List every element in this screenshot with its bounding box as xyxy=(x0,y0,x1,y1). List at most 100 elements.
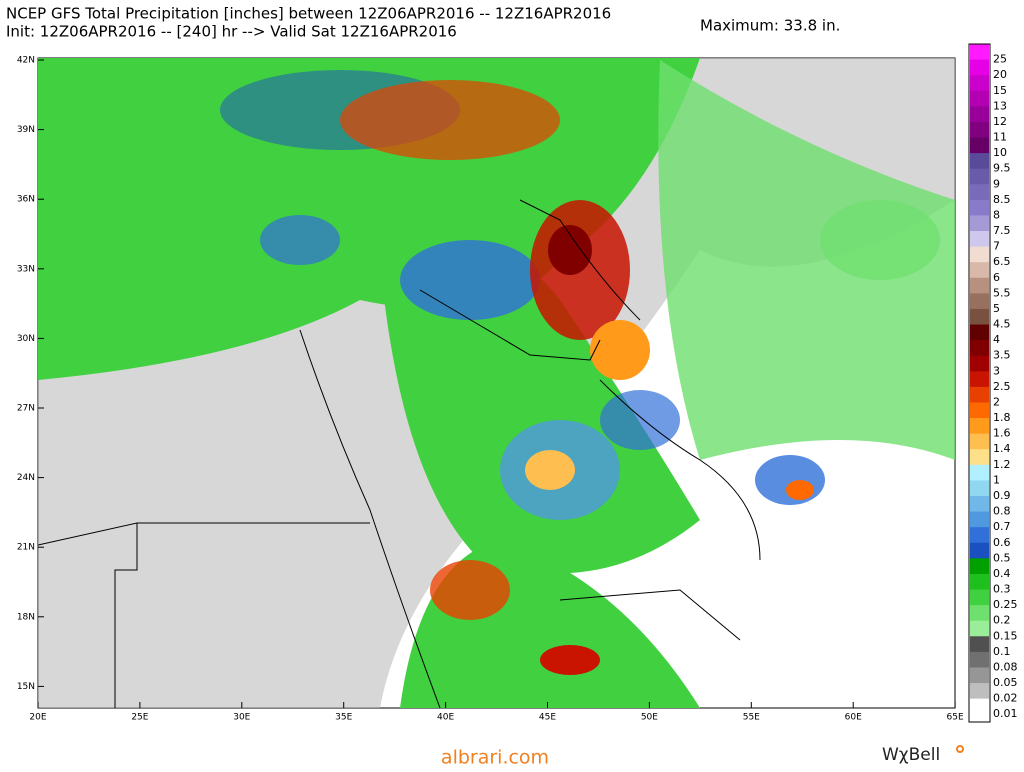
map xyxy=(37,57,956,709)
legend-label: 25 xyxy=(993,53,1007,66)
title: NCEP GFS Total Precipitation [inches] be… xyxy=(6,5,611,23)
legend-label: 15 xyxy=(993,84,1007,97)
legend-label: 8 xyxy=(993,208,1000,221)
legend-swatch xyxy=(970,683,989,700)
legend-label: 0.05 xyxy=(993,676,1018,689)
legend-swatch xyxy=(970,542,989,559)
legend-label: 9 xyxy=(993,177,1000,190)
legend-swatch xyxy=(970,184,989,201)
legend-label: 0.2 xyxy=(993,614,1011,627)
legend-swatch xyxy=(970,308,989,326)
precip-field xyxy=(38,58,955,708)
legend-swatch xyxy=(970,199,989,216)
legend-swatch xyxy=(970,59,989,76)
subtitle: Init: 12Z06APR2016 -- [240] hr --> Valid… xyxy=(6,23,457,41)
legend-swatch xyxy=(970,480,989,497)
legend-label: 3.5 xyxy=(993,349,1011,362)
legend-label: 0.1 xyxy=(993,645,1011,658)
legend-label: 4 xyxy=(993,333,1000,346)
brand: WχBell xyxy=(882,745,940,765)
legend-swatch xyxy=(970,449,989,466)
legend-label: 2 xyxy=(993,395,1000,408)
lat-label: 21N xyxy=(17,543,35,553)
legend-label: 20 xyxy=(993,68,1007,81)
lat-label: 42N xyxy=(17,56,35,66)
legend-swatch xyxy=(970,75,989,92)
legend-label: 6.5 xyxy=(993,255,1011,268)
lon-label: 65E xyxy=(947,713,964,723)
legend-swatch xyxy=(970,511,989,528)
lon-label: 30E xyxy=(233,713,250,723)
legend-label: 0.4 xyxy=(993,567,1011,580)
lon-label: 60E xyxy=(845,713,862,723)
legend-swatch xyxy=(970,418,989,435)
legend-swatch xyxy=(970,90,989,107)
legend-swatch xyxy=(970,44,989,61)
lat-label: 15N xyxy=(17,682,35,692)
legend: 252015131211109.598.587.576.565.554.543.… xyxy=(968,43,1018,723)
lat-label: 36N xyxy=(17,195,35,205)
legend-label: 7 xyxy=(993,240,1000,253)
legend-label: 0.9 xyxy=(993,489,1011,502)
legend-label: 0.6 xyxy=(993,536,1011,549)
legend-label: 8.5 xyxy=(993,193,1011,206)
legend-swatch xyxy=(970,324,989,341)
legend-label: 1.8 xyxy=(993,411,1011,424)
legend-swatch xyxy=(970,121,989,139)
legend-swatch xyxy=(970,464,989,481)
lat-label: 27N xyxy=(17,404,35,414)
lon-label: 50E xyxy=(641,713,658,723)
legend-label: 0.02 xyxy=(993,692,1018,705)
lon-label: 20E xyxy=(29,713,46,723)
legend-swatch xyxy=(970,573,989,591)
maximum: Maximum: 33.8 in. xyxy=(700,17,840,35)
legend-label: 0.08 xyxy=(993,660,1018,673)
lat-label: 33N xyxy=(17,264,35,274)
legend-swatch xyxy=(970,589,989,606)
legend-label: 9.5 xyxy=(993,162,1011,175)
legend-label: 6 xyxy=(993,271,1000,284)
lat-label: 30N xyxy=(17,334,35,344)
legend-label: 0.7 xyxy=(993,520,1011,533)
legend-swatch xyxy=(970,698,989,715)
lat-label: 24N xyxy=(17,473,35,483)
legend-swatch xyxy=(970,231,989,248)
legend-swatch xyxy=(970,215,989,232)
legend-swatch xyxy=(970,496,989,513)
legend-label: 10 xyxy=(993,146,1007,159)
legend-label: 1.4 xyxy=(993,442,1011,455)
legend-swatch xyxy=(970,667,989,684)
legend-label: 5.5 xyxy=(993,286,1011,299)
site-name: albrari.com xyxy=(441,747,549,769)
legend-swatch xyxy=(970,651,989,668)
legend-swatch xyxy=(970,558,989,575)
legend-swatch xyxy=(970,137,989,154)
legend-label: 0.8 xyxy=(993,505,1011,518)
legend-swatch xyxy=(970,246,989,263)
legend-swatch xyxy=(970,340,989,357)
legend-label: 4.5 xyxy=(993,318,1011,331)
legend-swatch xyxy=(970,293,989,310)
legend-swatch xyxy=(970,371,989,388)
legend-label: 1 xyxy=(993,473,1000,486)
legend-swatch xyxy=(970,106,989,123)
legend-label: 1.6 xyxy=(993,427,1011,440)
legend-swatch xyxy=(970,153,989,170)
legend-swatch xyxy=(970,433,989,450)
legend-swatch xyxy=(970,402,989,419)
legend-label: 11 xyxy=(993,131,1007,144)
brand-dot xyxy=(956,745,964,753)
legend-label: 12 xyxy=(993,115,1007,128)
legend-swatch xyxy=(970,386,989,403)
legend-frame xyxy=(968,43,991,723)
legend-swatch xyxy=(970,605,989,622)
borders xyxy=(38,199,761,708)
lat-label: 18N xyxy=(17,612,35,622)
lat-label: 39N xyxy=(17,125,35,135)
legend-label: 0.25 xyxy=(993,598,1018,611)
legend-swatch xyxy=(970,620,989,637)
legend-label: 0.3 xyxy=(993,583,1011,596)
legend-swatch xyxy=(970,527,989,544)
legend-swatch xyxy=(970,168,989,185)
